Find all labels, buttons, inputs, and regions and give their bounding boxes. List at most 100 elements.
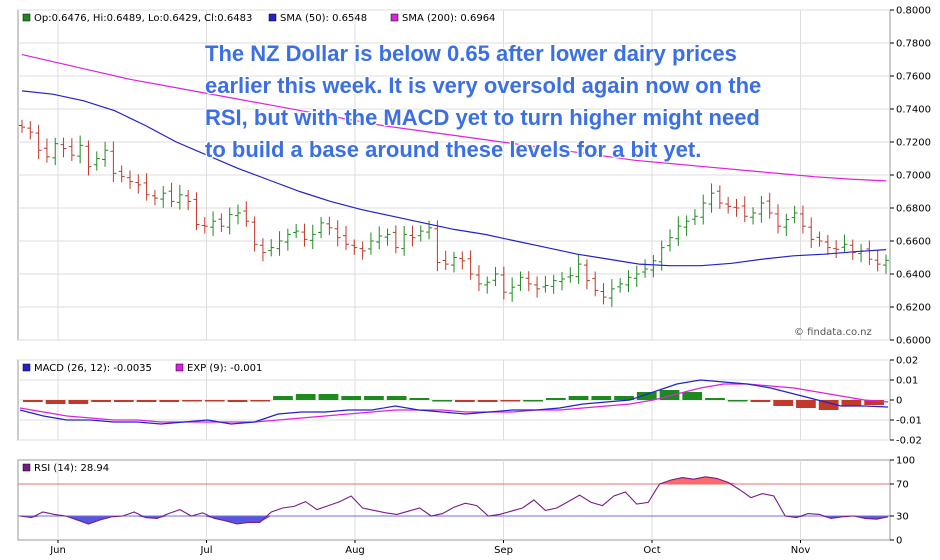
macd-histogram-bar	[91, 400, 111, 402]
candle	[691, 209, 698, 225]
candle	[824, 234, 831, 255]
macd-histogram-bar	[136, 400, 157, 402]
legend-swatch-ohlc	[22, 13, 31, 22]
legend-swatch-sma200	[390, 13, 399, 22]
candle	[251, 216, 258, 252]
y-tick-label: 0.7800	[896, 39, 931, 50]
candle	[102, 141, 109, 167]
x-tick-label: Sep	[494, 545, 513, 556]
annotation-text: The NZ Dollar is below 0.65 after lower …	[205, 38, 865, 166]
candle	[376, 226, 383, 250]
candle	[791, 205, 798, 224]
y-tick-label: 0	[896, 536, 902, 547]
x-tick-label: Nov	[791, 545, 811, 556]
candle	[866, 240, 873, 265]
macd-histogram-bar	[796, 400, 816, 408]
legend-sma200: SMA (200): 0.6964	[402, 13, 495, 24]
candle	[185, 190, 192, 211]
macd-histogram-bar	[273, 396, 293, 400]
candle	[733, 198, 740, 217]
watermark: © findata.co.nz	[794, 327, 872, 338]
y-tick-label: 70	[896, 480, 909, 491]
legend-macd: MACD (26, 12): -0.0035	[34, 363, 152, 374]
macd-histogram-bar	[386, 396, 407, 400]
legend-swatch-macd	[22, 363, 31, 372]
rsi-oversold-fill	[20, 516, 888, 524]
candle	[625, 270, 632, 293]
candle	[708, 183, 715, 213]
candle	[467, 250, 474, 280]
y-tick-label: 100	[896, 456, 915, 467]
candle	[343, 225, 349, 251]
macd-histogram-bar	[318, 394, 339, 400]
macd-histogram-bar	[23, 400, 43, 402]
annotation-line: The NZ Dollar is below 0.65 after lower …	[205, 41, 737, 66]
candle	[849, 239, 856, 260]
annotation-line: earlier this week. It is very oversold a…	[205, 73, 762, 98]
candle	[500, 266, 507, 300]
x-tick-label: Aug	[345, 545, 365, 556]
macd-histogram-bar	[159, 400, 180, 402]
candle	[475, 265, 482, 292]
candle	[301, 223, 308, 247]
y-tick-label: 0.6400	[896, 270, 931, 281]
candle	[351, 239, 358, 255]
candle	[384, 228, 391, 246]
legend-rsi: RSI (14): 28.94	[34, 463, 109, 474]
annotation-line: to build a base around these levels for …	[205, 137, 702, 162]
candle	[775, 204, 781, 234]
y-tick-label: 0.02	[896, 356, 918, 367]
candle	[741, 196, 748, 223]
rsi-overbought-fill	[20, 476, 888, 484]
macd-histogram-bar	[591, 396, 612, 400]
candle	[110, 141, 117, 183]
macd-histogram-bar	[682, 392, 703, 400]
candle	[833, 240, 840, 258]
legend-swatch-exp	[175, 363, 184, 372]
macd-line	[19, 379, 889, 425]
candle	[409, 225, 416, 247]
candle	[135, 174, 142, 194]
candle	[608, 279, 615, 307]
candle	[168, 182, 175, 208]
macd-histogram-bar	[432, 400, 452, 402]
candle	[534, 276, 541, 298]
legend-exp: EXP (9): -0.001	[187, 363, 262, 374]
annotation-line: RSI, but with the MACD yet to turn highe…	[205, 105, 760, 130]
candle	[334, 220, 341, 247]
candle	[567, 267, 574, 283]
candle	[883, 254, 889, 274]
x-tick-label: Oct	[643, 545, 660, 556]
price-legend: Op:0.6476, Hi:0.6489, Lo:0.6429, Cl:0.64…	[22, 13, 495, 24]
y-tick-label: 0	[896, 396, 902, 407]
macd-histogram-bar	[614, 396, 634, 400]
candle	[318, 217, 325, 239]
candle	[401, 225, 408, 256]
candle	[675, 216, 682, 246]
candle	[326, 216, 333, 236]
y-tick-label: -0.01	[896, 416, 922, 427]
candle	[758, 195, 765, 223]
y-tick-label: -0.02	[896, 436, 922, 447]
rsi-line	[19, 476, 889, 525]
candle	[434, 220, 441, 272]
candle	[77, 135, 84, 164]
candle	[874, 250, 881, 272]
macd-histogram-bar	[818, 400, 839, 410]
macd-histogram-bar	[727, 400, 748, 402]
macd-histogram-bar	[636, 392, 657, 400]
x-tick-label: Jun	[49, 545, 66, 556]
macd-histogram-bar	[705, 398, 725, 400]
macd-histogram-bar	[204, 400, 225, 402]
y-tick-label: 0.6600	[896, 237, 931, 248]
candle	[617, 278, 624, 293]
candle	[575, 254, 582, 284]
candle	[309, 224, 316, 250]
y-tick-label: 0.7400	[896, 105, 931, 116]
candle	[841, 234, 848, 254]
candle	[650, 255, 657, 278]
y-tick-label: 0.6800	[896, 204, 931, 215]
macd-histogram-bar	[750, 400, 771, 402]
macd-histogram-bar	[841, 400, 862, 406]
